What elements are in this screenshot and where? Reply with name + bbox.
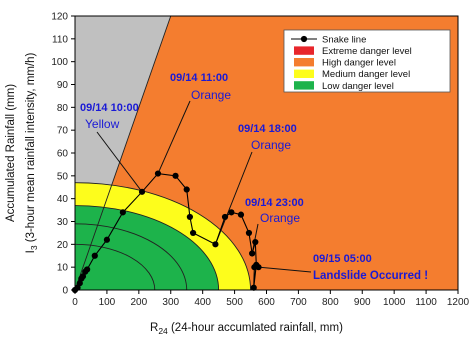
y-axis-title-line2: I3 (3-hour mean rainfall intensity, mm/h… [25, 52, 39, 253]
legend-label: Extreme danger level [322, 46, 412, 57]
annotation-time: 09/15 05:00 [313, 253, 372, 265]
annotation-level: Landslide Occurred ! [313, 270, 428, 282]
annotation-time: 09/14 18:00 [238, 123, 297, 135]
x-axis: 0 100 200 300 400 500 600 700 800 900 1000 1100 1200 [72, 290, 469, 308]
y-tick-label: 80 [57, 103, 69, 114]
snake-point [172, 172, 179, 179]
snake-point [255, 264, 262, 271]
leader-line [157, 100, 191, 174]
snake-point [154, 170, 162, 177]
y-tick-label: 10 [57, 263, 69, 274]
snake-line-points [71, 170, 262, 294]
leader-line [96, 131, 143, 193]
y-tick-label: 110 [52, 34, 68, 45]
contour-arc-1 [75, 205, 220, 290]
annotation-1000: 09/14 10:00 Yellow [80, 102, 139, 131]
y-axis-title-line1: Accumulated Rainfall (mm) [5, 84, 17, 222]
snake-point [84, 266, 91, 273]
annotation-level: Orange [191, 88, 231, 102]
legend-label: Low danger level [322, 81, 394, 92]
y-tick-label: 60 [57, 149, 69, 160]
x-tick-label: 400 [194, 297, 211, 308]
legend-marker-swatch [300, 35, 308, 43]
snake-point [250, 284, 257, 291]
annotation-level: Orange [260, 211, 300, 225]
snake-point [237, 211, 245, 218]
x-tick-label: 800 [322, 297, 339, 308]
legend-label: Snake line [322, 34, 366, 45]
y-tick-label: 100 [51, 57, 68, 68]
snake-point [249, 250, 256, 257]
y-tick-label: 0 [62, 286, 68, 297]
snake-point [91, 252, 98, 259]
legend-label: Medium danger level [322, 69, 410, 80]
y-tick-label: 50 [57, 171, 69, 182]
leader-line [258, 266, 312, 273]
x-tick-label: 0 [72, 297, 78, 308]
region-boundary-line [75, 16, 172, 290]
y-tick-label: 120 [51, 12, 68, 23]
y-tick-label: 30 [57, 217, 69, 228]
x-tick-label: 1200 [447, 297, 469, 308]
y-tick-label: 70 [57, 126, 69, 137]
snake-point [189, 229, 197, 237]
y-tick-label: 90 [57, 80, 69, 91]
snake-point [228, 209, 235, 216]
legend-color-swatch [294, 58, 314, 67]
y-tick-label: 40 [57, 194, 69, 205]
x-tick-label: 500 [226, 297, 243, 308]
leader-line [214, 151, 253, 245]
x-tick-label: 1000 [383, 297, 406, 308]
x-tick-label: 600 [258, 297, 275, 308]
legend-color-swatch [294, 46, 314, 55]
annotation-1100: 09/14 11:00 Orange [170, 72, 231, 102]
annotation-0500: 09/15 05:00 Landslide Occurred ! [313, 253, 428, 282]
contour-arc-0 [75, 182, 251, 290]
snake-point [245, 229, 253, 237]
annotation-time: 09/14 10:00 [80, 102, 139, 114]
annotation-level: Orange [251, 138, 291, 152]
snake-point [186, 213, 193, 221]
snake-point [103, 236, 111, 243]
snake-point [119, 209, 126, 216]
annotation-time: 09/14 23:00 [245, 197, 304, 209]
contour-arc-2 [75, 223, 188, 290]
legend-color-swatch [294, 69, 314, 78]
snake-point [252, 238, 259, 246]
annotation-2300: 09/14 23:00 Orange [245, 197, 304, 225]
snake-point [212, 241, 219, 248]
x-axis-title: R24 (24-hour accumlated rainfall, mm) [150, 322, 343, 336]
y-axis: 0 10 20 30 40 50 60 70 80 90 100 110 120 [51, 12, 75, 297]
x-tick-label: 900 [354, 297, 371, 308]
x-tick-label: 100 [99, 297, 116, 308]
x-tick-label: 700 [290, 297, 307, 308]
legend-color-swatch [294, 81, 314, 90]
legend-label: High danger level [322, 58, 396, 69]
annotation-level: Yellow [85, 117, 120, 131]
snake-point [183, 186, 190, 193]
snake-point [221, 213, 229, 221]
leader-lines [96, 100, 312, 273]
y-tick-label: 20 [57, 240, 69, 251]
annotation-1800: 09/14 18:00 Orange [238, 123, 297, 152]
annotation-time: 09/14 11:00 [170, 72, 228, 84]
x-tick-label: 200 [130, 297, 147, 308]
snake-point [138, 188, 146, 195]
x-tick-label: 300 [162, 297, 179, 308]
x-tick-label: 1100 [415, 297, 437, 308]
